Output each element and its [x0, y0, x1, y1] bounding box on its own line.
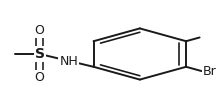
Text: O: O — [35, 24, 45, 37]
Text: Br: Br — [203, 65, 216, 78]
Text: O: O — [35, 71, 45, 84]
Text: S: S — [35, 47, 45, 61]
Text: NH: NH — [59, 55, 78, 68]
